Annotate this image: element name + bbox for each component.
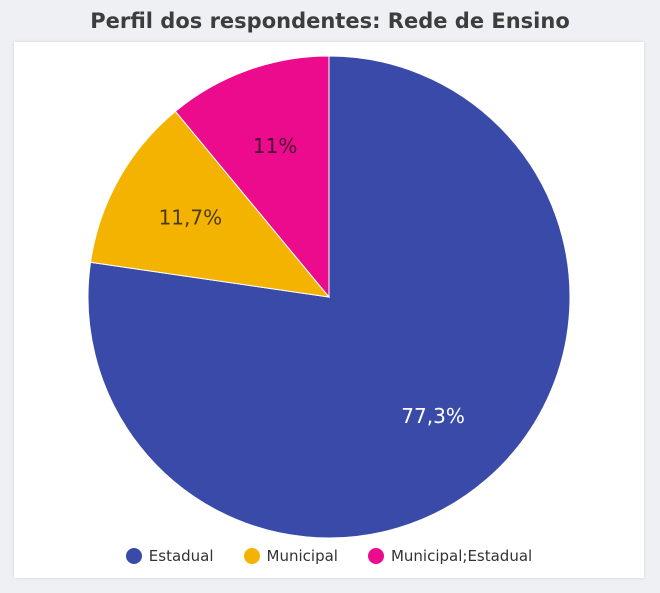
legend-label-municipal-estadual: Municipal;Estadual bbox=[390, 547, 533, 565]
legend-item-municipal[interactable]: Municipal bbox=[243, 547, 338, 565]
data-label-municipal: 11,7% bbox=[159, 206, 223, 230]
pie-slice-estadual[interactable] bbox=[87, 55, 571, 539]
legend-label-estadual: Estadual bbox=[148, 547, 214, 565]
legend-item-municipal-estadual[interactable]: Municipal;Estadual bbox=[367, 547, 533, 565]
pie-slice-municipal[interactable] bbox=[89, 110, 331, 298]
chart-title: Perfil dos respondentes: Rede de Ensino bbox=[90, 9, 570, 33]
legend-label-municipal: Municipal bbox=[266, 547, 338, 565]
legend-marker-municipal bbox=[243, 548, 260, 564]
pie-slice-municipal-estadual[interactable] bbox=[174, 55, 330, 299]
legend-marker-estadual bbox=[125, 548, 142, 564]
data-label-estadual: 77,3% bbox=[401, 404, 465, 428]
chart-area: 77,3% 11,7% 11% Estadual Municipal Municip… bbox=[14, 42, 644, 578]
legend-marker-municipal-estadual bbox=[367, 548, 384, 564]
data-label-municipal-estadual: 11% bbox=[253, 134, 297, 158]
pie-chart: 77,3% 11,7% 11% bbox=[87, 55, 571, 539]
legend: Estadual Municipal Municipal;Estadual bbox=[14, 545, 644, 567]
legend-item-estadual[interactable]: Estadual bbox=[125, 547, 214, 565]
